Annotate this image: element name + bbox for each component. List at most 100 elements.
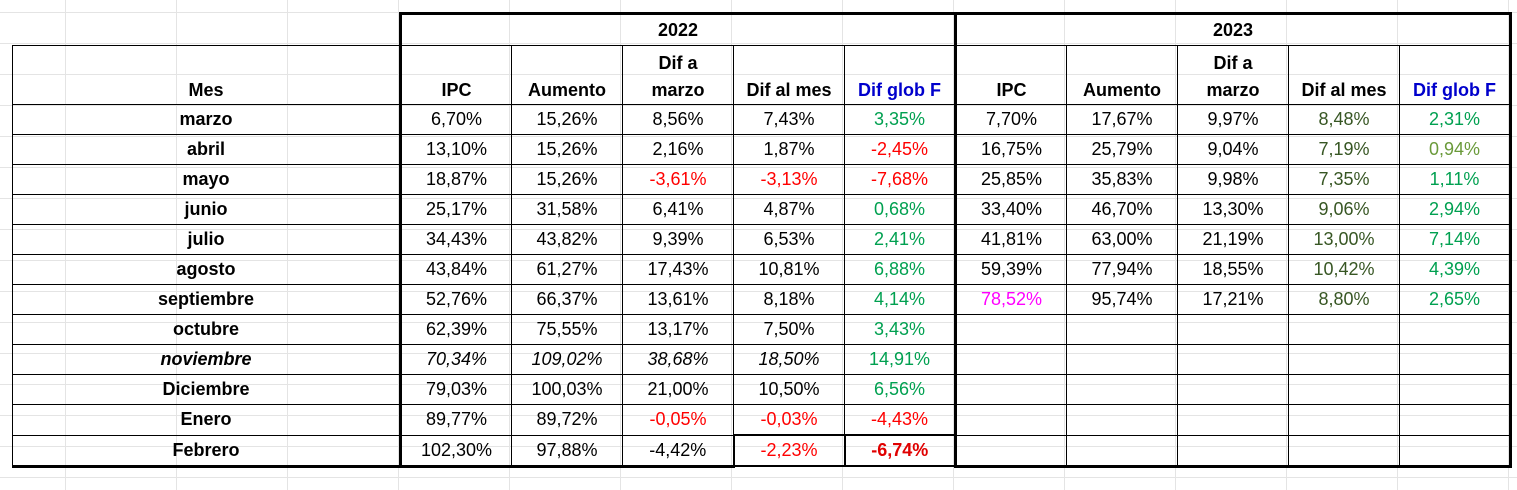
dif-glob-2023-cell: 4,39% [1399,254,1512,285]
dif-mes-2023-cell: 13,00% [1288,224,1400,255]
dif-marzo-2022-cell: 9,39% [622,224,734,255]
dif-marzo-2023-header: Dif a marzo [1177,45,1289,105]
dif-marzo-2023-cell: 9,97% [1177,104,1289,135]
aumento-2023-cell: 35,83% [1066,164,1178,195]
ipc-2022-cell: 25,17% [399,194,512,225]
aumento-2022-cell: 109,02% [511,344,623,375]
aumento-2022-cell: 97,88% [511,434,623,468]
dif-glob-2022-cell: 6,88% [844,254,956,285]
mes-cell: noviembre [12,344,401,375]
dif-mes-2023-cell: 8,48% [1288,104,1400,135]
dif-glob-2022-header: Dif glob F [844,45,956,105]
aumento-2023-cell: 46,70% [1066,194,1178,225]
ipc-2023-cell [954,344,1067,375]
mes-cell: Febrero [12,434,401,468]
dif-marzo-2023-cell: 9,98% [1177,164,1289,195]
dif-mes-2022-cell: 4,87% [733,194,845,225]
table-row: Enero 89,77% 89,72% -0,05% -0,03% -4,43% [12,404,1512,436]
table-row: agosto 43,84% 61,27% 17,43% 10,81% 6,88% 59,39… [12,254,1512,285]
ipc-2022-cell: 79,03% [399,374,512,405]
ipc-2022-cell: 89,77% [399,404,512,436]
mes-cell: julio [12,224,401,255]
dif-marzo-2022-cell: 8,56% [622,104,734,135]
aumento-2023-cell [1066,314,1178,345]
dif-marzo-2022-cell: -0,05% [622,404,734,436]
dif-mes-2023-cell: 8,80% [1288,284,1400,315]
dif-marzo-2022-cell: 13,17% [622,314,734,345]
dif-marzo-2023-cell [1177,344,1289,375]
aumento-2023-cell: 77,94% [1066,254,1178,285]
table-row: julio 34,43% 43,82% 9,39% 6,53% 2,41% 41,81% 63… [12,224,1512,255]
dif-mes-2023-header: Dif al mes [1288,45,1400,105]
aumento-2023-cell [1066,374,1178,405]
dif-marzo-2022-cell: 38,68% [622,344,734,375]
dif-mes-2022-cell: 8,18% [733,284,845,315]
dif-glob-2023-cell [1399,374,1512,405]
ipc-2023-cell: 59,39% [954,254,1067,285]
dif-marzo-2022-cell: 13,61% [622,284,734,315]
aumento-2023-cell [1066,404,1178,436]
aumento-2023-cell: 25,79% [1066,134,1178,165]
ipc-2022-cell: 102,30% [399,434,512,468]
aumento-2022-cell: 43,82% [511,224,623,255]
mes-cell: junio [12,194,401,225]
ipc-2022-cell: 52,76% [399,284,512,315]
dif-glob-2022-cell: 2,41% [844,224,956,255]
dif-mes-2023-cell [1288,344,1400,375]
dif-glob-2023-cell: 2,94% [1399,194,1512,225]
table-row: junio 25,17% 31,58% 6,41% 4,87% 0,68% 33,40% 46… [12,194,1512,225]
aumento-2023-cell: 95,74% [1066,284,1178,315]
aumento-2022-cell: 61,27% [511,254,623,285]
dif-glob-2022-cell: 4,14% [844,284,956,315]
dif-marzo-2022-header: Dif a marzo [622,45,734,105]
mes-cell: mayo [12,164,401,195]
dif-mes-2022-cell: 10,50% [733,374,845,405]
dif-glob-2022-cell: 14,91% [844,344,956,375]
dif-mes-2022-cell: 7,50% [733,314,845,345]
aumento-2022-cell: 66,37% [511,284,623,315]
dif-glob-2023-cell: 1,11% [1399,164,1512,195]
dif-marzo-2022-cell: 21,00% [622,374,734,405]
table-row: octubre 62,39% 75,55% 13,17% 7,50% 3,43% [12,314,1512,345]
dif-mes-2023-cell [1288,404,1400,436]
ipc-2022-header: IPC [399,45,512,105]
dif-mes-2023-cell: 7,35% [1288,164,1400,195]
dif-marzo-2023-cell [1177,434,1289,468]
dif-marzo-2023-cell [1177,404,1289,436]
corner-cell [12,13,401,46]
dif-glob-2023-cell: 2,31% [1399,104,1512,135]
dif-marzo-2023-cell: 18,55% [1177,254,1289,285]
dif-glob-2023-cell: 0,94% [1399,134,1512,165]
dif-mes-2023-cell: 7,19% [1288,134,1400,165]
ipc-2022-cell: 13,10% [399,134,512,165]
ipc-2023-cell: 25,85% [954,164,1067,195]
table-row: Diciembre 79,03% 100,03% 21,00% 10,50% 6,56% [12,374,1512,405]
ipc-2023-cell: 33,40% [954,194,1067,225]
dif-mes-2023-cell [1288,434,1400,468]
dif-glob-2022-cell: 6,56% [844,374,956,405]
ipc-2022-cell: 34,43% [399,224,512,255]
table-row: abril 13,10% 15,26% 2,16% 1,87% -2,45% 16,75% 2… [12,134,1512,165]
dif-mes-2023-cell: 10,42% [1288,254,1400,285]
table-row: mayo 18,87% 15,26% -3,61% -3,13% -7,68% 25,85%… [12,164,1512,195]
mes-header: Mes [12,45,401,105]
dif-marzo-2022-cell: -4,42% [622,434,734,468]
ipc-2022-cell: 70,34% [399,344,512,375]
dif-mes-2023-cell [1288,314,1400,345]
ipc-2023-cell [954,434,1067,468]
aumento-2023-cell [1066,434,1178,468]
aumento-2022-header: Aumento [511,45,623,105]
dif-mes-2022-header: Dif al mes [733,45,845,105]
mes-cell: septiembre [12,284,401,315]
dif-mes-2023-cell [1288,374,1400,405]
aumento-2022-cell: 100,03% [511,374,623,405]
dif-glob-2023-cell [1399,314,1512,345]
mes-cell: Enero [12,404,401,436]
table-row: marzo 6,70% 15,26% 8,56% 7,43% 3,35% 7,70% 17,6… [12,104,1512,135]
dif-glob-2023-cell [1399,404,1512,436]
dif-mes-2022-cell: -2,23% [732,434,846,467]
dif-marzo-2023-cell: 17,21% [1177,284,1289,315]
mes-cell: octubre [12,314,401,345]
dif-marzo-2022-cell: 17,43% [622,254,734,285]
aumento-2023-cell [1066,344,1178,375]
